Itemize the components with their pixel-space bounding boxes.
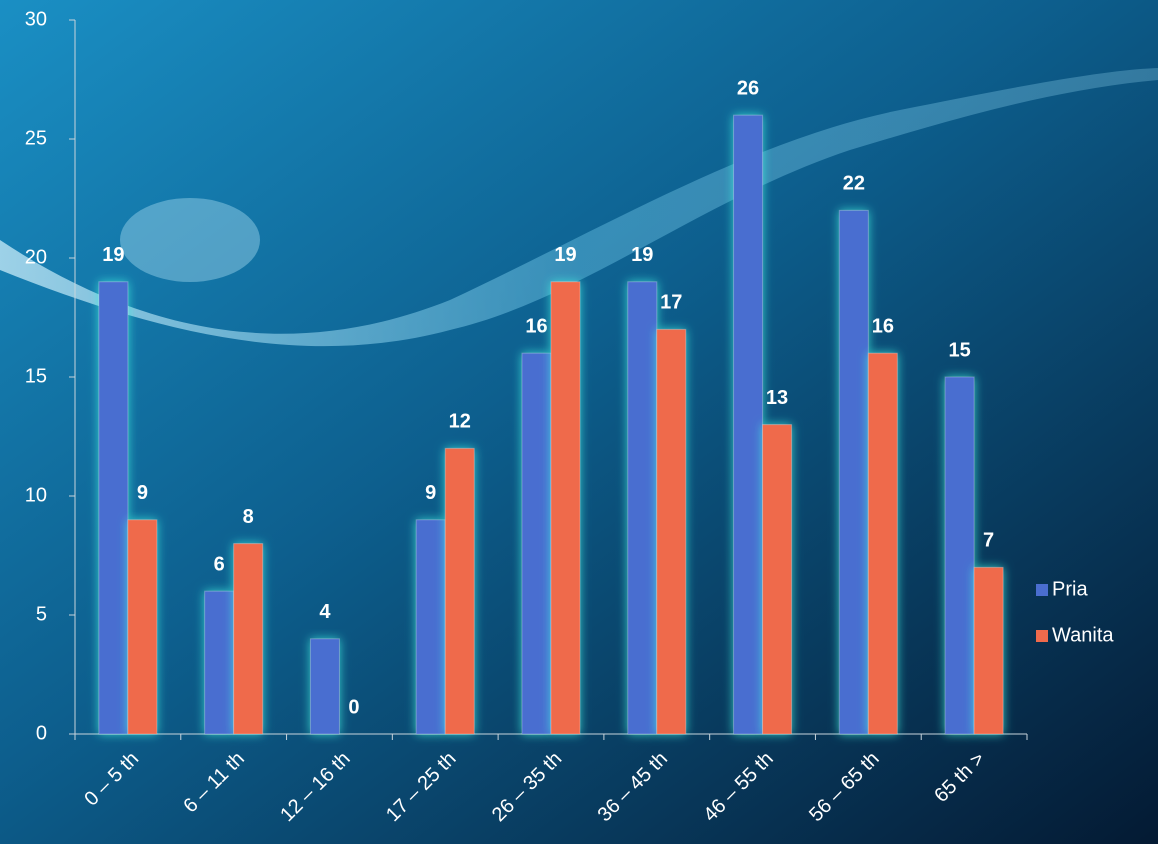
bar: [415, 519, 446, 735]
value-label: 4: [319, 601, 331, 623]
bar: [627, 281, 658, 735]
value-label: 15: [948, 339, 970, 361]
wave-decoration: [0, 68, 1158, 347]
value-label: 12: [449, 411, 471, 433]
value-label: 16: [872, 315, 894, 337]
y-tick-label: 30: [25, 8, 47, 30]
value-label: 17: [660, 292, 682, 314]
bar: [656, 328, 687, 735]
value-label: 19: [631, 244, 653, 266]
bar: [233, 543, 264, 735]
legend-label: Wanita: [1052, 624, 1114, 646]
bar: [98, 281, 129, 735]
value-label: 22: [843, 173, 865, 195]
value-label: 8: [243, 506, 254, 528]
bar: [444, 447, 475, 735]
bar: [521, 352, 552, 735]
bar: [973, 566, 1004, 735]
bar: [762, 424, 793, 735]
water-drop: [120, 198, 260, 282]
bar: [838, 209, 869, 735]
y-tick-label: 20: [25, 246, 47, 268]
value-label: 19: [554, 244, 576, 266]
y-tick-label: 0: [36, 722, 47, 744]
y-tick-label: 10: [25, 484, 47, 506]
value-label: 6: [214, 553, 225, 575]
bar: [204, 590, 235, 735]
value-label: 19: [102, 244, 124, 266]
bar: [309, 638, 340, 735]
value-label: 7: [983, 530, 994, 552]
bar: [550, 281, 581, 735]
value-label: 13: [766, 387, 788, 409]
y-tick-label: 15: [25, 365, 47, 387]
value-label: 0: [348, 696, 359, 718]
value-label: 16: [525, 315, 547, 337]
value-label: 9: [137, 482, 148, 504]
value-label: 9: [425, 482, 436, 504]
legend-label: Pria: [1052, 578, 1088, 600]
bar: [867, 352, 898, 735]
y-tick-label: 25: [25, 127, 47, 149]
y-tick-label: 5: [36, 603, 47, 625]
legend-swatch: [1036, 584, 1048, 596]
bar: [733, 114, 764, 735]
bar: [127, 519, 158, 735]
legend-swatch: [1036, 630, 1048, 642]
value-label: 26: [737, 77, 759, 99]
bar: [944, 376, 975, 735]
